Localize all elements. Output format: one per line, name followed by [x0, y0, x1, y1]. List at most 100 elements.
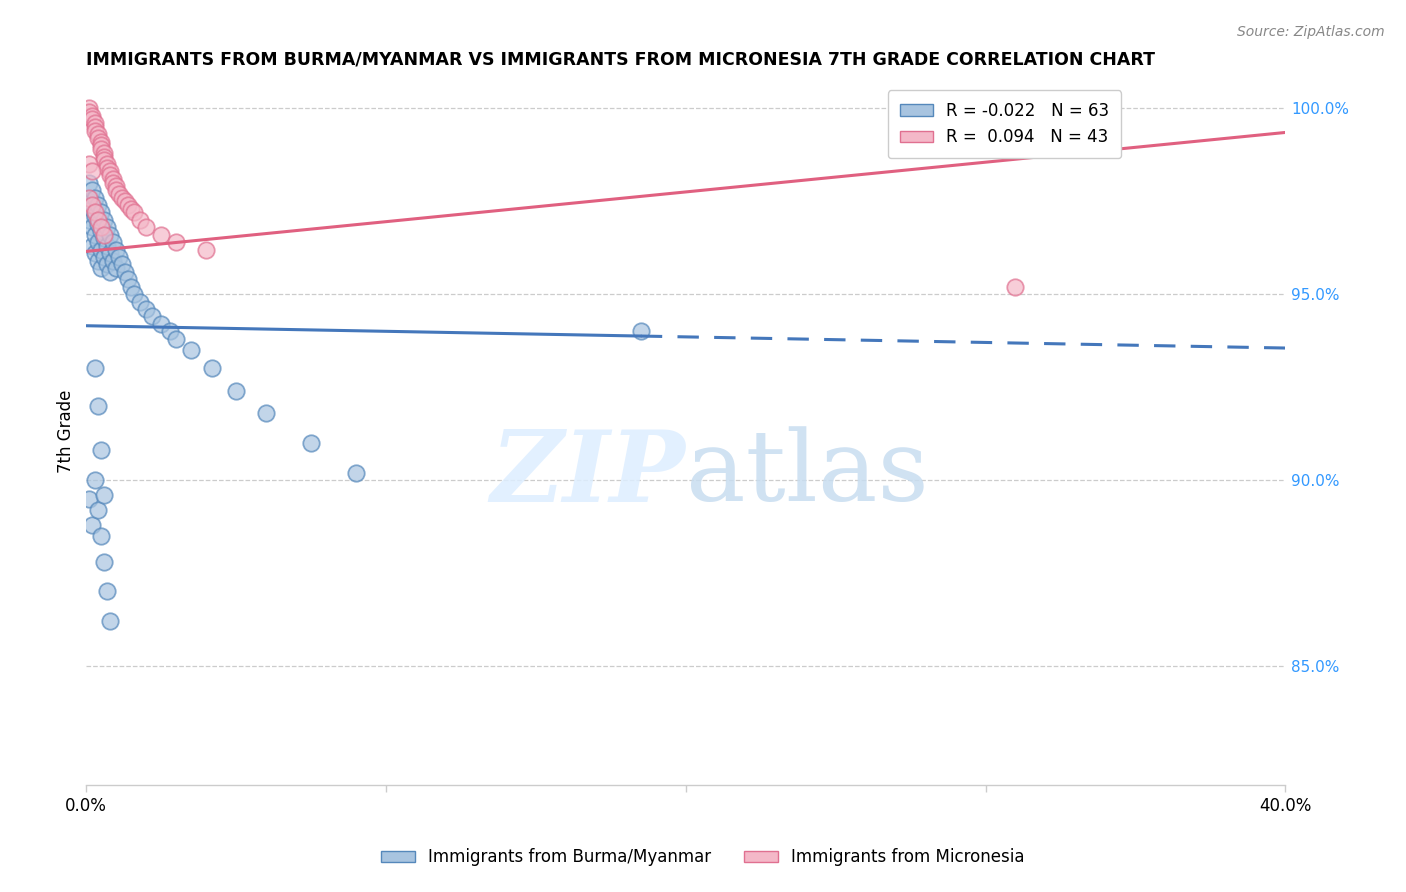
Point: [90, 135, 112, 149]
Text: ZIP: ZIP: [491, 425, 686, 523]
Point: [93, 555, 115, 569]
Point: [82, 517, 104, 532]
Point: [225, 384, 247, 398]
Point: [84, 227, 107, 242]
Point: [141, 310, 163, 324]
Point: [90, 243, 112, 257]
Text: atlas: atlas: [686, 426, 928, 522]
Point: [105, 183, 128, 197]
Point: [84, 473, 107, 487]
Point: [98, 614, 121, 628]
Point: [93, 153, 115, 168]
Point: [90, 220, 112, 235]
Point: [87, 128, 110, 142]
Point: [90, 443, 112, 458]
Legend: Immigrants from Burma/Myanmar, Immigrants from Micronesia: Immigrants from Burma/Myanmar, Immigrant…: [374, 842, 1032, 873]
Point: [84, 205, 107, 219]
Point: [344, 466, 367, 480]
Point: [93, 212, 115, 227]
Point: [90, 224, 112, 238]
Point: [84, 123, 107, 137]
Point: [299, 435, 322, 450]
Point: [103, 172, 125, 186]
Point: [195, 243, 218, 257]
Text: IMMIGRANTS FROM BURMA/MYANMAR VS IMMIGRANTS FROM MICRONESIA 7TH GRADE CORRELATIO: IMMIGRANTS FROM BURMA/MYANMAR VS IMMIGRA…: [86, 51, 1156, 69]
Point: [82, 164, 104, 178]
Point: [120, 279, 142, 293]
Point: [98, 246, 121, 260]
Point: [129, 294, 152, 309]
Point: [96, 257, 118, 271]
Point: [87, 235, 110, 249]
Point: [90, 205, 112, 219]
Point: [82, 202, 104, 216]
Point: [122, 287, 145, 301]
Point: [129, 212, 152, 227]
Point: [82, 183, 104, 197]
Point: [103, 235, 125, 249]
Point: [90, 138, 112, 153]
Point: [79, 105, 101, 120]
Point: [159, 324, 181, 338]
Point: [630, 324, 652, 338]
Point: [93, 231, 115, 245]
Point: [84, 246, 107, 260]
Y-axis label: 7th Grade: 7th Grade: [58, 390, 75, 474]
Point: [84, 361, 107, 376]
Point: [93, 227, 115, 242]
Point: [96, 239, 118, 253]
Point: [82, 198, 104, 212]
Point: [108, 250, 131, 264]
Point: [114, 265, 136, 279]
Point: [111, 190, 134, 204]
Point: [150, 317, 173, 331]
Point: [82, 239, 104, 253]
Point: [96, 220, 118, 235]
Point: [82, 109, 104, 123]
Point: [98, 265, 121, 279]
Point: [79, 190, 101, 204]
Point: [108, 186, 131, 201]
Point: [84, 120, 107, 134]
Point: [114, 194, 136, 209]
Point: [93, 250, 115, 264]
Point: [165, 332, 187, 346]
Point: [135, 220, 157, 235]
Point: [90, 529, 112, 543]
Point: [103, 176, 125, 190]
Point: [90, 142, 112, 156]
Point: [105, 261, 128, 276]
Point: [117, 198, 139, 212]
Point: [98, 168, 121, 182]
Point: [84, 209, 107, 223]
Point: [82, 112, 104, 127]
Legend: R = -0.022   N = 63, R =  0.094   N = 43: R = -0.022 N = 63, R = 0.094 N = 43: [889, 90, 1121, 158]
Point: [79, 491, 101, 506]
Point: [96, 584, 118, 599]
Point: [105, 243, 128, 257]
Point: [82, 220, 104, 235]
Point: [79, 157, 101, 171]
Point: [105, 179, 128, 194]
Point: [87, 502, 110, 516]
Point: [103, 253, 125, 268]
Point: [79, 194, 101, 209]
Point: [79, 212, 101, 227]
Point: [84, 190, 107, 204]
Point: [111, 257, 134, 271]
Point: [165, 235, 187, 249]
Point: [93, 150, 115, 164]
Point: [98, 227, 121, 242]
Point: [98, 164, 121, 178]
Point: [90, 261, 112, 276]
Point: [120, 202, 142, 216]
Point: [201, 361, 224, 376]
Point: [96, 161, 118, 175]
Point: [87, 198, 110, 212]
Point: [180, 343, 202, 357]
Point: [117, 272, 139, 286]
Point: [87, 131, 110, 145]
Point: [79, 176, 101, 190]
Point: [84, 116, 107, 130]
Point: [150, 227, 173, 242]
